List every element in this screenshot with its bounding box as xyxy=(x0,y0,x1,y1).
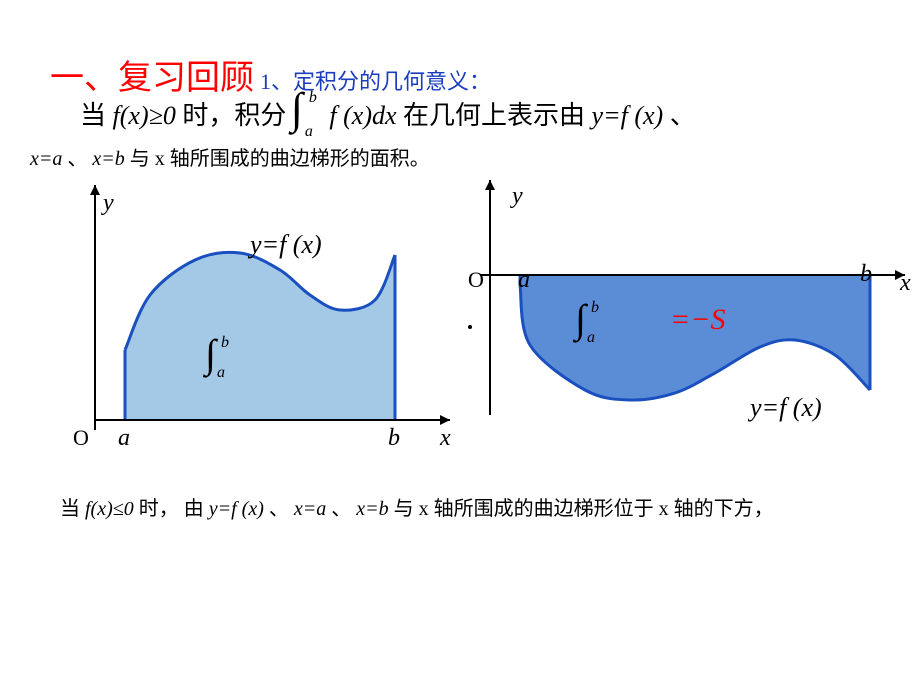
left-a-label: a xyxy=(118,425,130,452)
integral-b: b xyxy=(309,89,317,107)
left-curve-label: y=f (x) xyxy=(250,230,322,260)
body-mid1: 时，积分 xyxy=(182,101,293,130)
right-origin: O xyxy=(468,267,484,293)
bottom-mid: 时， 由 xyxy=(139,498,204,520)
fx-ge-0: f(x)≥0 xyxy=(113,101,176,130)
bottom-xb: x=b xyxy=(356,498,388,520)
small-tail: 与 x 轴所围成的曲边梯形的面积。 xyxy=(130,148,430,170)
bottom-yfx: y=f (x) xyxy=(209,498,264,520)
right-y-label: y xyxy=(512,183,523,210)
body-prefix: 当 xyxy=(80,101,113,130)
body-line: 当 f(x)≥0 时，积分 ∫ b a f (x)dx 在几何上表示由 y=f … xyxy=(80,95,696,139)
integral-a: a xyxy=(305,123,313,141)
center-dot-icon xyxy=(468,325,472,329)
title-main: 一、复习回顾 xyxy=(50,60,254,97)
bottom-sep1: 、 xyxy=(269,498,289,520)
bottom-sep2: 、 xyxy=(331,498,351,520)
left-origin: O xyxy=(73,425,89,451)
body-tail: 、 xyxy=(670,101,696,130)
right-int-b: b xyxy=(591,299,599,317)
small-xb: x=b xyxy=(92,148,124,170)
neg-s-label: =−S xyxy=(670,303,726,337)
left-plot-svg xyxy=(55,180,455,460)
integral-inline: ∫ b a xyxy=(291,97,327,139)
title-row: 一、复习回顾 1、定积分的几何意义： xyxy=(50,50,491,99)
bottom-tail: 与 x 轴所围成的曲边梯形位于 x 轴的下方， xyxy=(394,498,774,520)
left-x-label: x xyxy=(440,425,451,452)
left-int-b: b xyxy=(221,334,229,352)
body-mid2: 在几何上表示由 xyxy=(403,101,592,130)
right-int-sign: ∫ xyxy=(575,295,586,342)
right-int-a: a xyxy=(587,329,595,347)
left-y-arrow-icon xyxy=(90,185,100,195)
small-xa: x=a xyxy=(30,148,62,170)
bottom-fx-le-0: f(x)≤0 xyxy=(85,498,134,520)
small-line: x=a 、 x=b 与 x 轴所围成的曲边梯形的面积。 xyxy=(30,142,430,171)
right-y-arrow-icon xyxy=(485,180,495,190)
left-int-a: a xyxy=(217,364,225,382)
body-yfx: y=f (x) xyxy=(592,101,664,130)
right-a-label: a xyxy=(518,267,530,294)
left-x-arrow-icon xyxy=(440,415,450,425)
left-y-label: y xyxy=(103,190,114,217)
right-b-label: b xyxy=(860,261,872,288)
bottom-prefix: 当 xyxy=(60,498,80,520)
integral-integrand: f (x)dx xyxy=(329,101,396,130)
left-plot: y x O a b y=f (x) ∫ b a xyxy=(55,180,455,460)
right-curve-label: y=f (x) xyxy=(750,393,822,423)
right-plot: y x O a b y=f (x) ∫ b a =−S xyxy=(470,175,910,435)
left-b-label: b xyxy=(388,425,400,452)
left-int-sign: ∫ xyxy=(205,330,216,377)
right-x-label: x xyxy=(900,270,911,297)
bottom-line: 当 f(x)≤0 时， 由 y=f (x) 、 x=a 、 x=b 与 x 轴所… xyxy=(60,492,774,521)
small-sep1: 、 xyxy=(67,148,87,170)
integral-sign: ∫ xyxy=(291,83,303,134)
bottom-xa: x=a xyxy=(294,498,326,520)
